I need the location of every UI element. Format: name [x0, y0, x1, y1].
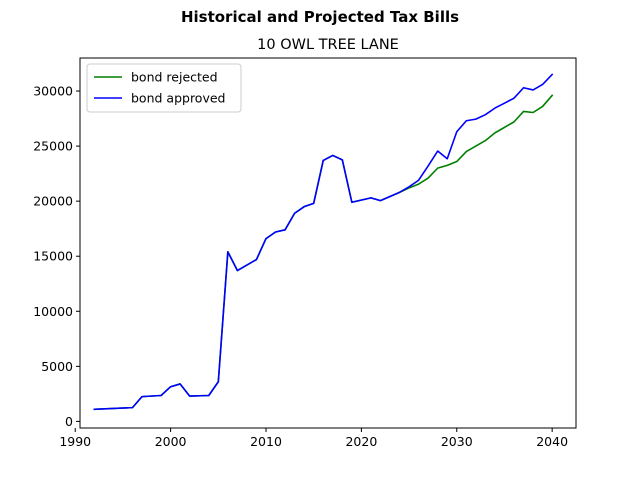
x-axis: 1990 2000 2010 2020 2030 2040 [59, 428, 568, 449]
x-tick-label: 2010 [250, 434, 282, 449]
x-tick-label: 1990 [59, 434, 91, 449]
legend-box [86, 63, 242, 113]
x-tick-label: 2040 [536, 434, 568, 449]
y-tick-label: 15000 [33, 249, 73, 264]
legend: bond rejected bond approved [86, 63, 242, 113]
y-tick-label: 20000 [33, 194, 73, 209]
series-layer [93, 73, 554, 411]
y-axis: 0 5000 10000 15000 20000 25000 30000 [33, 84, 80, 429]
y-tick-label: 5000 [41, 359, 73, 374]
series-line-bond-approved [93, 73, 554, 411]
y-tick-label: 10000 [33, 304, 73, 319]
legend-label: bond rejected [131, 70, 218, 85]
x-tick-label: 2030 [441, 434, 473, 449]
y-tick-label: 25000 [33, 139, 73, 154]
chart-suptitle: Historical and Projected Tax Bills [181, 8, 459, 26]
y-tick-label: 0 [65, 414, 73, 429]
x-tick-label: 2000 [155, 434, 187, 449]
legend-label: bond approved [131, 91, 225, 106]
x-tick-label: 2020 [345, 434, 377, 449]
axes-frame [79, 57, 577, 429]
y-tick-label: 30000 [33, 84, 73, 99]
plot-area: 1990 2000 2010 2020 2030 2040 0 5000 10000 15000… [33, 57, 577, 449]
chart-title: 10 OWL TREE LANE [257, 37, 399, 53]
